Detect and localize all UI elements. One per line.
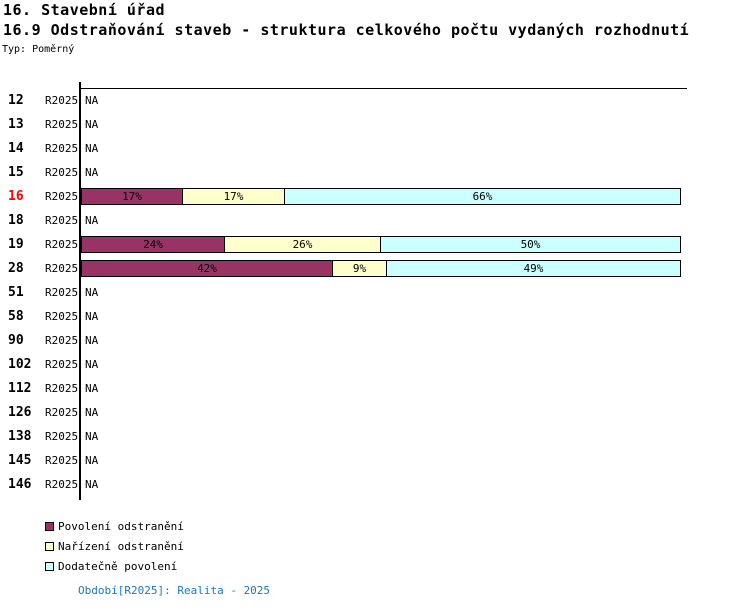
legend-label: Povolení odstranění bbox=[58, 520, 184, 533]
bar-segment: 26% bbox=[224, 236, 381, 253]
chart-row: 51 R2025 NA bbox=[0, 281, 750, 305]
row-category-label: 90 bbox=[8, 333, 24, 348]
chart-row: 28 R2025 42% 9% 49% bbox=[0, 257, 750, 281]
bar-segment: 17% bbox=[182, 188, 285, 205]
row-period-label: R2025 bbox=[45, 454, 79, 467]
chart-row: 19 R2025 24% 26% 50% bbox=[0, 233, 750, 257]
bar-segment: 49% bbox=[386, 260, 681, 277]
row-na-value: NA bbox=[85, 454, 99, 467]
row-na-value: NA bbox=[85, 142, 99, 155]
bar-segment: 66% bbox=[284, 188, 681, 205]
bar-segment: 50% bbox=[380, 236, 681, 253]
row-na-value: NA bbox=[85, 358, 99, 371]
stacked-bar: 42% 9% 49% bbox=[81, 260, 681, 277]
page-title: 16. Stavební úřad bbox=[3, 1, 166, 19]
row-category-label: 16 bbox=[8, 189, 24, 204]
chart-row: 138 R2025 NA bbox=[0, 425, 750, 449]
legend-item: Nařízení odstranění bbox=[45, 541, 345, 553]
row-period-label: R2025 bbox=[45, 190, 79, 203]
row-period-label: R2025 bbox=[45, 358, 79, 371]
row-period-label: R2025 bbox=[45, 406, 79, 419]
row-na-value: NA bbox=[85, 310, 99, 323]
row-category-label: 14 bbox=[8, 141, 24, 156]
legend-swatch bbox=[45, 522, 54, 531]
plot-top-border bbox=[80, 88, 687, 89]
row-period-label: R2025 bbox=[45, 262, 79, 275]
chart-row: 112 R2025 NA bbox=[0, 377, 750, 401]
row-na-value: NA bbox=[85, 334, 99, 347]
row-period-label: R2025 bbox=[45, 238, 79, 251]
row-category-label: 18 bbox=[8, 213, 24, 228]
row-category-label: 19 bbox=[8, 237, 24, 252]
y-axis-line bbox=[79, 82, 81, 500]
chart-row: 102 R2025 NA bbox=[0, 353, 750, 377]
row-na-value: NA bbox=[85, 382, 99, 395]
row-category-label: 58 bbox=[8, 309, 24, 324]
row-category-label: 126 bbox=[8, 405, 32, 420]
chart-row: 90 R2025 NA bbox=[0, 329, 750, 353]
chart-type-label: Typ: Poměrný bbox=[2, 44, 75, 55]
row-na-value: NA bbox=[85, 406, 99, 419]
chart-row: 126 R2025 NA bbox=[0, 401, 750, 425]
row-category-label: 12 bbox=[8, 93, 24, 108]
legend-swatch bbox=[45, 562, 54, 571]
bar-segment: 24% bbox=[81, 236, 225, 253]
row-na-value: NA bbox=[85, 166, 99, 179]
chart-subtitle: 16.9 Odstraňování staveb - struktura cel… bbox=[3, 21, 690, 39]
stacked-bar: 24% 26% 50% bbox=[81, 236, 681, 253]
chart-row: 12 R2025 NA bbox=[0, 89, 750, 113]
row-category-label: 146 bbox=[8, 477, 32, 492]
row-category-label: 138 bbox=[8, 429, 32, 444]
bar-segment: 42% bbox=[81, 260, 333, 277]
legend-swatch bbox=[45, 542, 54, 551]
stacked-bar: 17% 17% 66% bbox=[81, 188, 681, 205]
bar-segment: 9% bbox=[332, 260, 387, 277]
row-na-value: NA bbox=[85, 478, 99, 491]
chart-row: 18 R2025 NA bbox=[0, 209, 750, 233]
legend-label: Dodatečně povolení bbox=[58, 560, 178, 573]
row-period-label: R2025 bbox=[45, 334, 79, 347]
row-category-label: 51 bbox=[8, 285, 24, 300]
row-period-label: R2025 bbox=[45, 166, 79, 179]
row-period-label: R2025 bbox=[45, 382, 79, 395]
row-period-label: R2025 bbox=[45, 310, 79, 323]
row-period-label: R2025 bbox=[45, 214, 79, 227]
row-period-label: R2025 bbox=[45, 94, 79, 107]
row-na-value: NA bbox=[85, 286, 99, 299]
row-na-value: NA bbox=[85, 94, 99, 107]
chart-row: 58 R2025 NA bbox=[0, 305, 750, 329]
row-na-value: NA bbox=[85, 214, 99, 227]
row-category-label: 13 bbox=[8, 117, 24, 132]
chart-row: 146 R2025 NA bbox=[0, 473, 750, 497]
footer-period-label: Období[R2025]: Realita - 2025 bbox=[78, 584, 271, 597]
row-category-label: 112 bbox=[8, 381, 32, 396]
legend-item: Povolení odstranění bbox=[45, 521, 345, 533]
row-category-label: 15 bbox=[8, 165, 24, 180]
row-period-label: R2025 bbox=[45, 478, 79, 491]
bar-segment: 17% bbox=[81, 188, 183, 205]
row-category-label: 145 bbox=[8, 453, 32, 468]
row-category-label: 102 bbox=[8, 357, 32, 372]
row-period-label: R2025 bbox=[45, 286, 79, 299]
chart-row: 13 R2025 NA bbox=[0, 113, 750, 137]
chart-row: 145 R2025 NA bbox=[0, 449, 750, 473]
row-na-value: NA bbox=[85, 118, 99, 131]
row-period-label: R2025 bbox=[45, 142, 79, 155]
chart-row: 16 R2025 17% 17% 66% bbox=[0, 185, 750, 209]
legend-item: Dodatečně povolení bbox=[45, 561, 345, 573]
row-period-label: R2025 bbox=[45, 430, 79, 443]
chart-row: 14 R2025 NA bbox=[0, 137, 750, 161]
row-period-label: R2025 bbox=[45, 118, 79, 131]
row-category-label: 28 bbox=[8, 261, 24, 276]
legend-label: Nařízení odstranění bbox=[58, 540, 184, 553]
chart-row: 15 R2025 NA bbox=[0, 161, 750, 185]
row-na-value: NA bbox=[85, 430, 99, 443]
